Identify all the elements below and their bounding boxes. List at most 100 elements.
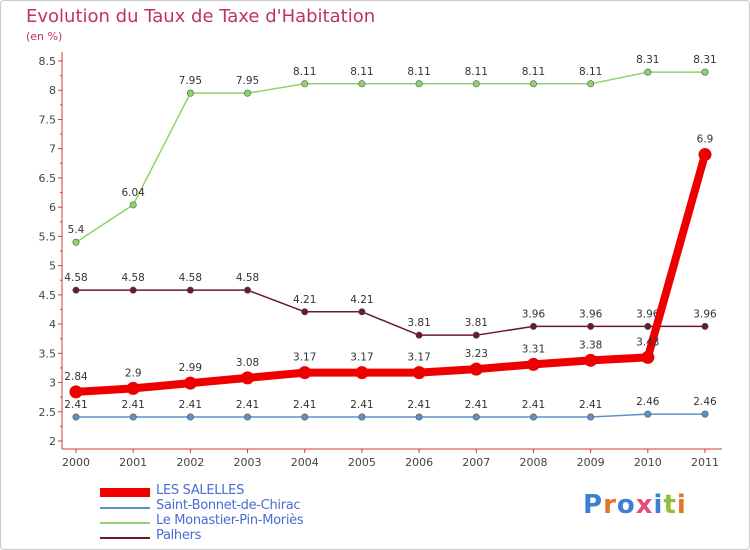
x-tick-label: 2003 — [234, 456, 262, 469]
x-tick-label: 2005 — [348, 456, 376, 469]
data-point — [415, 80, 423, 88]
data-point — [241, 371, 255, 385]
x-tick-label: 2007 — [462, 456, 490, 469]
data-label: 8.11 — [350, 66, 373, 78]
data-point — [72, 238, 80, 246]
data-point — [244, 413, 252, 421]
data-label: 2.41 — [522, 399, 545, 411]
x-tick-label: 2001 — [119, 456, 147, 469]
data-point — [529, 80, 537, 88]
x-tick-label: 2000 — [62, 456, 90, 469]
legend-swatch — [100, 507, 150, 509]
data-label: 7.95 — [179, 75, 202, 87]
x-tick-label: 2011 — [691, 456, 719, 469]
series-line — [75, 71, 706, 243]
data-label: 3.81 — [407, 317, 430, 329]
data-point — [701, 322, 709, 330]
logo-letter: r — [603, 490, 617, 520]
y-tick-label: 4 — [49, 318, 56, 331]
x-tick-label: 2006 — [405, 456, 433, 469]
x-tick-label: 2009 — [577, 456, 605, 469]
chart-title: Evolution du Taux de Taxe d'Habitation — [26, 6, 376, 27]
logo-letter: x — [635, 490, 654, 520]
data-point — [244, 89, 252, 97]
data-point — [641, 350, 655, 364]
data-label: 3.08 — [236, 357, 259, 369]
data-point — [129, 286, 137, 294]
data-label: 4.58 — [121, 272, 144, 284]
data-label: 3.96 — [636, 308, 660, 320]
data-point — [701, 68, 709, 76]
data-label: 3.43 — [636, 336, 659, 348]
data-label: 3.17 — [407, 352, 430, 364]
data-label: 3.31 — [522, 343, 545, 355]
data-label: 2.41 — [579, 399, 602, 411]
data-point — [301, 413, 309, 421]
data-label: 4.58 — [179, 272, 202, 284]
y-tick-label: 8.5 — [39, 55, 57, 68]
data-label: 2.99 — [179, 362, 202, 374]
logo-letter: i — [653, 490, 664, 520]
data-label: 2.41 — [407, 399, 430, 411]
data-label: 8.11 — [293, 66, 316, 78]
logo-letter: t — [663, 490, 677, 520]
data-point — [183, 376, 197, 390]
data-label: 2.41 — [465, 399, 488, 411]
data-point — [644, 410, 652, 418]
data-label: 8.11 — [579, 66, 602, 78]
data-point — [301, 80, 309, 88]
data-point — [358, 80, 366, 88]
x-tick-label: 2010 — [634, 456, 662, 469]
y-tick-label: 4.5 — [39, 289, 57, 302]
y-tick-label: 3 — [49, 377, 56, 390]
y-tick-label: 6 — [49, 201, 56, 214]
legend-swatch — [100, 537, 150, 539]
data-point — [358, 308, 366, 316]
data-point — [526, 357, 540, 371]
data-label: 2.41 — [350, 399, 373, 411]
data-point — [129, 201, 137, 209]
data-label: 8.11 — [465, 66, 488, 78]
data-point — [186, 286, 194, 294]
legend-label: Palhers — [156, 528, 202, 543]
logo-letter: o — [616, 490, 636, 520]
data-label: 3.96 — [522, 308, 546, 320]
y-tick-label: 3.5 — [39, 347, 57, 360]
data-label: 2.41 — [293, 399, 316, 411]
data-point — [412, 366, 426, 380]
data-label: 3.81 — [465, 317, 488, 329]
data-point — [587, 413, 595, 421]
data-label: 6.04 — [121, 187, 145, 199]
data-label: 2.46 — [636, 396, 660, 408]
legend-label: Saint-Bonnet-de-Chirac — [156, 498, 301, 513]
data-point — [415, 331, 423, 339]
proxiti-logo: Proxiti — [583, 490, 687, 520]
data-label: 3.38 — [579, 339, 602, 351]
legend-item-palhers: Palhers — [100, 528, 360, 545]
data-label: 2.46 — [693, 396, 717, 408]
legend-label: LES SALELLES — [156, 483, 245, 498]
y-tick-label: 2.5 — [39, 406, 57, 419]
x-tick-label: 2008 — [519, 456, 547, 469]
data-point — [72, 286, 80, 294]
data-label: 6.9 — [697, 134, 714, 146]
data-point — [415, 413, 423, 421]
data-point — [472, 331, 480, 339]
data-point — [472, 80, 480, 88]
y-tick-label: 6.5 — [39, 172, 57, 185]
chart-unit-label: (en %) — [26, 30, 63, 43]
data-label: 4.58 — [236, 272, 259, 284]
legend-swatch — [100, 488, 150, 497]
data-label: 3.17 — [293, 352, 316, 364]
data-label: 8.31 — [636, 54, 659, 66]
series-line — [75, 413, 706, 418]
data-point — [469, 362, 483, 376]
data-point — [701, 410, 709, 418]
data-label: 2.84 — [64, 371, 88, 383]
data-label: 2.9 — [125, 367, 142, 379]
data-point — [129, 413, 137, 421]
data-point — [644, 68, 652, 76]
data-point — [355, 366, 369, 380]
data-point — [301, 308, 309, 316]
